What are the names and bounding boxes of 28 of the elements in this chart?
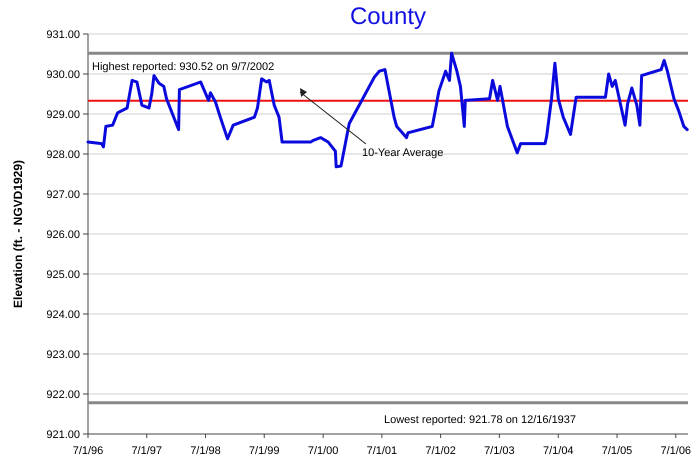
y-tick-label: 924.00 (46, 308, 80, 321)
x-tick-label: 7/1/98 (190, 445, 221, 457)
x-tick-label: 7/1/03 (484, 445, 515, 457)
y-tick-label: 922.00 (46, 388, 80, 401)
y-tick-label: 928.00 (46, 148, 80, 161)
ref-line-label: Highest reported: 930.52 on 9/7/2002 (92, 61, 274, 74)
y-tick-label: 931.00 (46, 28, 80, 41)
x-tick-label: 7/1/02 (425, 445, 456, 457)
x-tick-label: 7/1/01 (366, 445, 398, 457)
x-tick-label: 7/1/96 (72, 445, 104, 457)
y-tick-label: 930.00 (46, 68, 80, 81)
x-tick-label: 7/1/05 (602, 445, 632, 457)
y-axis-title: Elevation (ft. - NGVD1929) (11, 160, 25, 308)
x-tick-label: 7/1/97 (131, 445, 162, 457)
x-tick-label: 7/1/00 (308, 445, 338, 457)
y-tick-label: 929.00 (46, 108, 80, 121)
y-tick-label: 925.00 (46, 268, 80, 281)
annotation: 10-Year Average (362, 147, 444, 159)
x-tick-label: 7/1/06 (660, 445, 692, 457)
line-series (86, 52, 689, 168)
y-tick-label: 926.00 (46, 228, 80, 241)
y-tick-label: 923.00 (46, 348, 80, 361)
x-tick-label: 7/1/99 (248, 445, 280, 457)
ref-line-label: Lowest reported: 921.78 on 12/16/1937 (384, 414, 576, 426)
x-tick-label: 7/1/04 (542, 445, 574, 457)
chart-title: County (350, 3, 426, 30)
y-tick-label: 927.00 (46, 188, 80, 201)
y-tick-label: 921.00 (46, 428, 80, 441)
